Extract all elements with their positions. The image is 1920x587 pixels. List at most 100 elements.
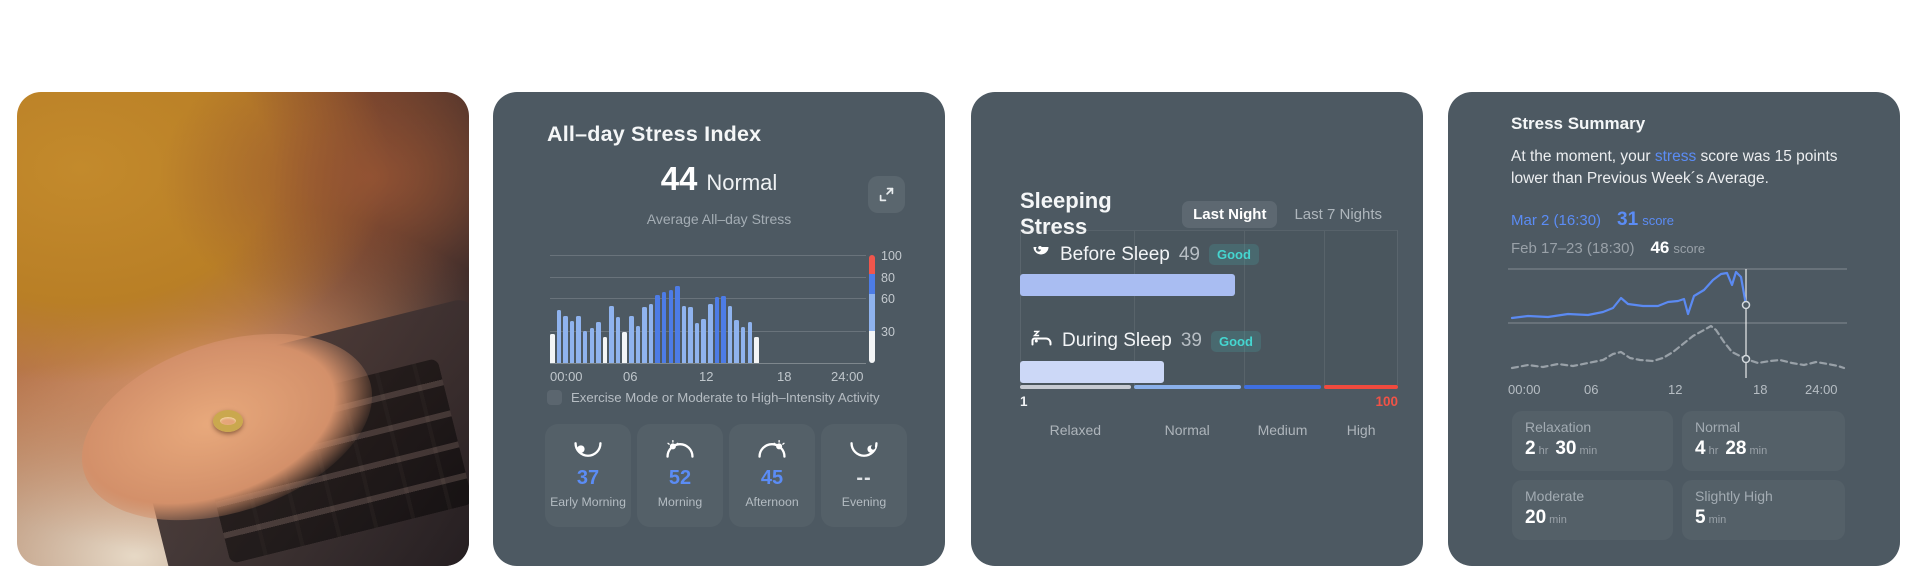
stress-bar: [740, 327, 746, 363]
bed-icon: [1031, 330, 1053, 352]
stress-bar: [754, 337, 759, 363]
allday-subtitle: Average All–day Stress: [646, 211, 792, 227]
before-sleep-row: Before Sleep 49 Good: [1031, 242, 1259, 267]
expand-icon: [879, 187, 894, 202]
during-sleep-bar: [1020, 361, 1164, 383]
stress-bar: [596, 322, 601, 363]
stat-value: 5 min: [1695, 507, 1727, 528]
y-tick: 60: [881, 292, 895, 306]
stress-scale-bar: [869, 255, 875, 363]
series-line: [1510, 270, 1748, 320]
allday-score: 44: [660, 160, 698, 197]
zone-label-medium: Medium: [1257, 422, 1308, 438]
stress-bar: [629, 315, 634, 363]
series-marker: [1741, 354, 1751, 364]
stress-bar: [576, 315, 581, 363]
stress-bar: [675, 286, 680, 363]
stress-bar: [701, 318, 706, 363]
stress-duration-stats: Relaxation 2 hr 30 min Normal 4 hr 28 min Mode…: [1512, 411, 1845, 540]
message-highlight: stress: [1654, 148, 1697, 165]
stat-value: 20 min: [1525, 507, 1567, 528]
period-value: 45: [760, 467, 784, 489]
gridline-80: [550, 277, 866, 278]
zone-segment: [1243, 385, 1322, 389]
zone-label-normal: Normal: [1164, 422, 1210, 438]
current-score-unit: score: [1642, 213, 1674, 228]
x-tick: 12: [699, 369, 714, 384]
summary-line-chart: [1508, 268, 1847, 378]
stat-normal: Normal 4 hr 28 min: [1682, 411, 1845, 471]
before-sleep-label: Before Sleep: [1060, 243, 1170, 265]
summary-message: At the moment, your stress score was 15 …: [1511, 146, 1859, 191]
morning-icon: [664, 437, 696, 461]
zone-gridline: [1324, 231, 1325, 386]
period-label: Early Morning: [550, 495, 626, 509]
stress-bar: [609, 305, 614, 363]
smart-ring-shape: [213, 410, 243, 432]
period-label: Afternoon: [745, 495, 799, 509]
expand-button[interactable]: [868, 176, 905, 213]
tab-last-7-nights[interactable]: Last 7 Nights: [1294, 205, 1382, 223]
stat-moderate: Moderate 20 min: [1512, 480, 1673, 540]
axis-max-label: 100: [1375, 394, 1398, 409]
exercise-mode-row: Exercise Mode or Moderate to High–Intens…: [547, 390, 880, 405]
stat-label: Relaxation: [1525, 419, 1592, 435]
exercise-mode-checkbox[interactable]: [547, 390, 562, 405]
scale-segment: [869, 255, 875, 275]
x-tick: 00:00: [1508, 382, 1541, 397]
stress-summary-card: Stress Summary At the moment, your stres…: [1448, 92, 1900, 566]
scale-segment: [869, 274, 875, 294]
period-value: --: [856, 467, 872, 489]
zone-gridline: [1244, 231, 1245, 386]
stress-zone-axis: [1020, 385, 1398, 389]
previous-score-unit: score: [1673, 241, 1706, 256]
stress-bar: [615, 316, 621, 363]
previous-score-line: Feb 17–23 (18:30) 46 score: [1511, 238, 1705, 258]
period-label: Morning: [657, 495, 703, 509]
zone-label-relaxed: Relaxed: [1049, 422, 1102, 438]
stress-bar: [622, 331, 627, 363]
y-tick: 30: [881, 325, 895, 339]
period-tiles: 37 Early Morning 52 Morning 45 Afternoon: [545, 424, 907, 527]
stress-bar: [668, 289, 674, 363]
during-sleep-row: During Sleep 39 Good: [1031, 330, 1261, 352]
x-tick: 24:00: [831, 369, 864, 384]
x-tick: 18: [1753, 382, 1768, 397]
period-tile-afternoon: 45 Afternoon: [729, 424, 815, 527]
stat-value: 2 hr 30 min: [1525, 438, 1598, 459]
allday-stress-card: All–day Stress Index 44 Normal Average A…: [493, 92, 945, 566]
stress-bar: [648, 303, 654, 363]
period-tile-evening: -- Evening: [821, 424, 907, 527]
x-tick: 06: [1584, 382, 1599, 397]
period-tile-morning: 52 Morning: [637, 424, 723, 527]
stress-bar: [642, 306, 647, 363]
series-line: [1510, 324, 1846, 370]
exercise-mode-label: Exercise Mode or Moderate to High–Intens…: [571, 390, 880, 405]
tab-last-night[interactable]: Last Night: [1182, 200, 1278, 228]
scale-segment: [869, 293, 875, 331]
stat-label: Normal: [1695, 419, 1741, 435]
stress-bar: [655, 295, 660, 363]
sleeping-title: Sleeping Stress: [1020, 188, 1112, 239]
afternoon-icon: [756, 437, 788, 461]
series-marker: [1741, 300, 1751, 310]
previous-score: 46: [1650, 238, 1670, 257]
gridline-baseline: [550, 363, 866, 364]
during-sleep-label: During Sleep: [1062, 330, 1172, 351]
message-after: score was 15 points lower than Previous …: [1511, 148, 1838, 188]
zone-segment: [1020, 385, 1131, 389]
before-sleep-badge: Good: [1209, 244, 1259, 265]
period-tile-early-morning: 37 Early Morning: [545, 424, 631, 527]
current-score-line: Mar 2 (16:30) 31 score: [1511, 209, 1674, 231]
stress-bar: [589, 328, 595, 363]
stress-bar: [569, 320, 575, 363]
current-score: 31: [1617, 209, 1639, 230]
period-value: 37: [576, 467, 600, 489]
photo-hands-typing: [17, 92, 469, 566]
stress-bar: [681, 305, 687, 363]
period-value: 52: [668, 467, 692, 489]
stress-bar: [563, 315, 568, 363]
current-date: Mar 2: [1511, 212, 1550, 229]
allday-title: All–day Stress Index: [547, 122, 762, 146]
x-tick: 06: [623, 369, 638, 384]
